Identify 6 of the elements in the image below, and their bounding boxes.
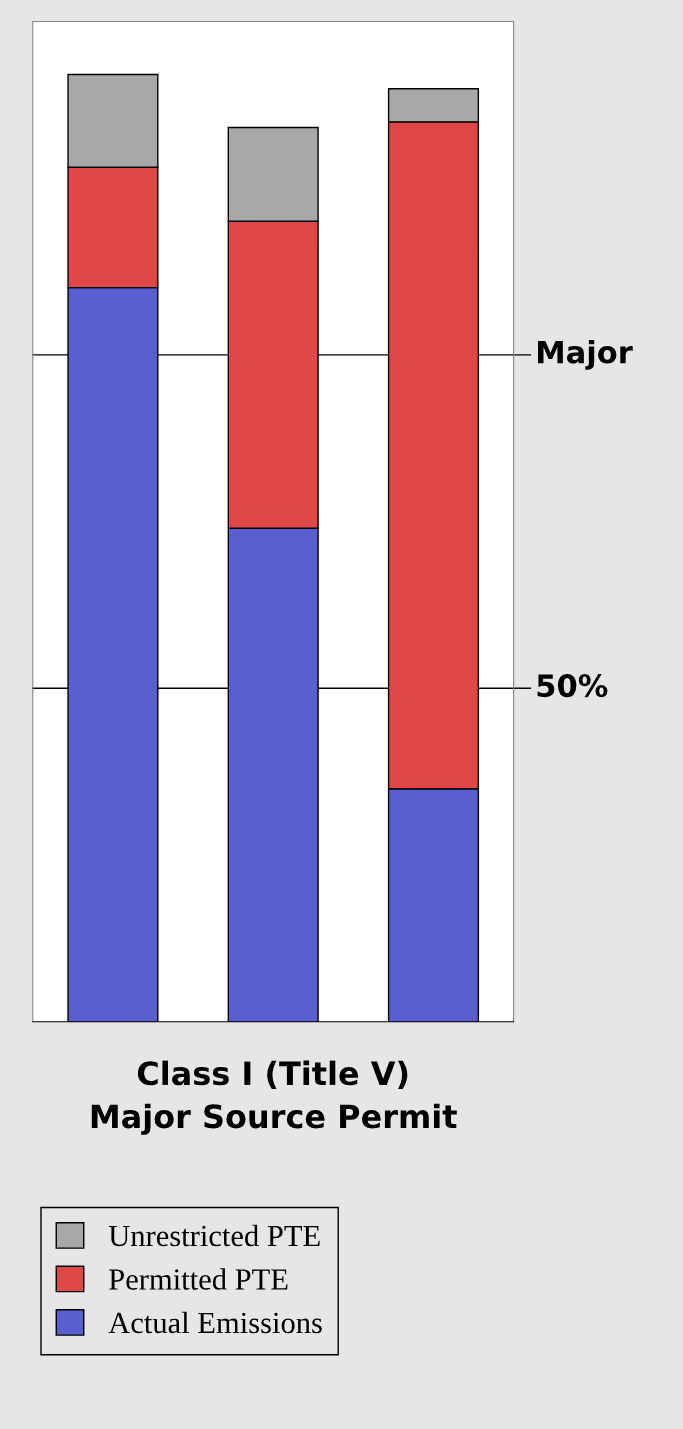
legend-label: Actual Emissions — [108, 1311, 322, 1334]
text: 50% — [537, 674, 608, 698]
legend-label: Unrestricted PTE — [108, 1224, 320, 1247]
x-axis-title: Class I (Title V) Major Source Permit — [91, 1060, 457, 1135]
ref-line-label: Major — [538, 339, 633, 370]
legend-label: Permitted PTE — [109, 1268, 288, 1290]
